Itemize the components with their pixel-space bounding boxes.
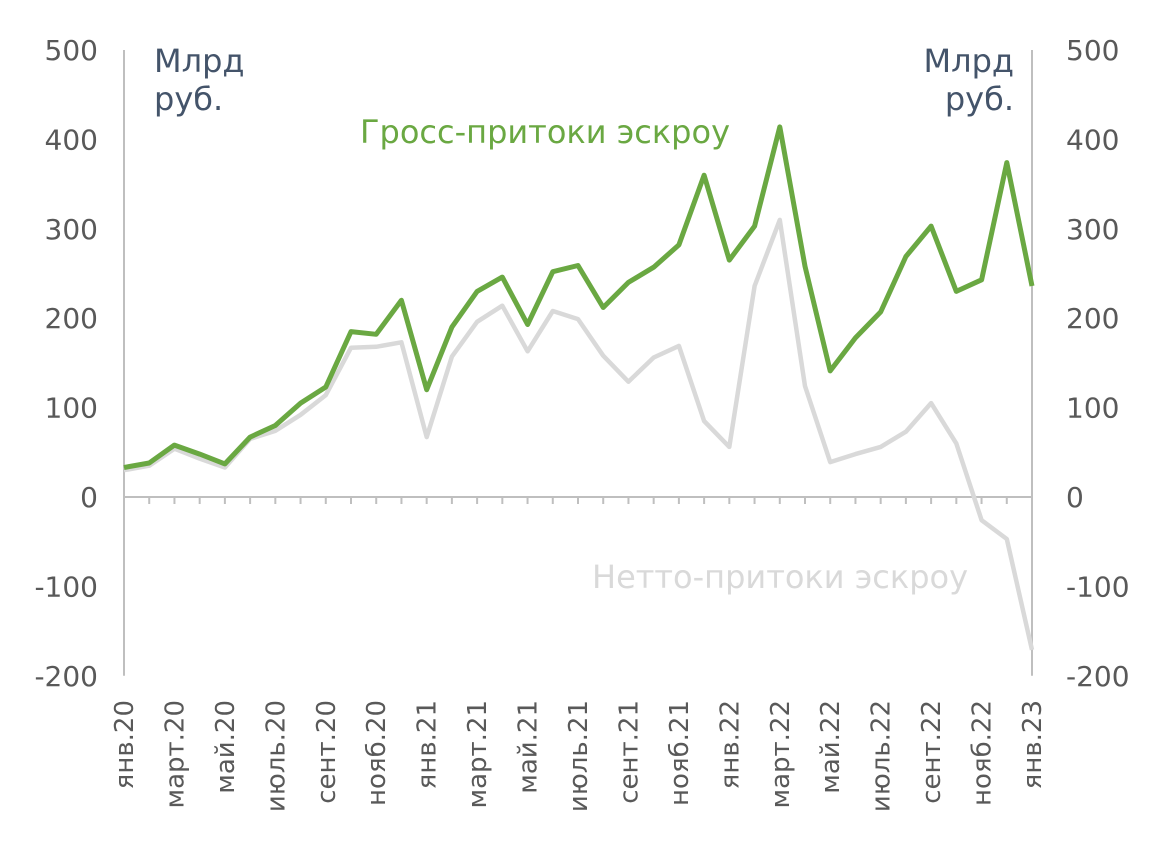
gross-series-label: Гросс-притоки эскроу (360, 113, 730, 151)
y-axis-unit-left: руб. (154, 80, 223, 118)
y-axis-unit-right: Млрд (924, 42, 1015, 80)
x-tick-label: март.22 (766, 700, 796, 809)
y-tick-left: -200 (34, 660, 98, 693)
x-tick-label: май.20 (211, 700, 241, 794)
y-tick-right: 100 (1066, 392, 1119, 425)
y-tick-left: 500 (45, 34, 98, 67)
x-tick-label: сент.21 (614, 700, 644, 804)
x-tick-label: май.21 (514, 700, 544, 794)
x-tick-label: июль.22 (867, 700, 897, 812)
y-tick-right: -100 (1066, 570, 1130, 603)
x-tick-label: янв.23 (1018, 700, 1048, 789)
x-tick-label: нояб.21 (665, 700, 695, 806)
x-tick-label: нояб.20 (362, 700, 392, 806)
y-tick-right: 200 (1066, 302, 1119, 335)
x-tick-label: май.22 (816, 700, 846, 794)
x-tick-label: нояб.22 (968, 700, 998, 806)
y-tick-left: 300 (45, 213, 98, 246)
x-tick-label: март.21 (463, 700, 493, 809)
y-tick-right: 400 (1066, 123, 1119, 156)
y-tick-right: 0 (1066, 481, 1084, 514)
y-axis-unit-left: Млрд (154, 42, 245, 80)
x-tick-label: июль.20 (261, 700, 291, 812)
y-tick-right: 300 (1066, 213, 1119, 246)
y-tick-left: 400 (45, 123, 98, 156)
y-tick-left: -100 (34, 570, 98, 603)
y-tick-left: 200 (45, 302, 98, 335)
y-tick-right: -200 (1066, 660, 1130, 693)
x-tick-label: янв.22 (715, 700, 745, 789)
series-line-gross (124, 127, 1032, 468)
net-series-label: Нетто-притоки эскроу (592, 558, 968, 596)
x-tick-label: сент.22 (917, 700, 947, 804)
x-tick-label: янв.21 (413, 700, 443, 789)
x-tick-label: март.20 (160, 700, 190, 809)
y-tick-left: 100 (45, 392, 98, 425)
x-tick-label: янв.20 (110, 700, 140, 789)
x-tick-label: сент.20 (312, 700, 342, 804)
y-tick-right: 500 (1066, 34, 1119, 67)
y-tick-left: 0 (80, 481, 98, 514)
y-axis-unit-right: руб. (945, 80, 1014, 118)
x-tick-label: июль.21 (564, 700, 594, 812)
